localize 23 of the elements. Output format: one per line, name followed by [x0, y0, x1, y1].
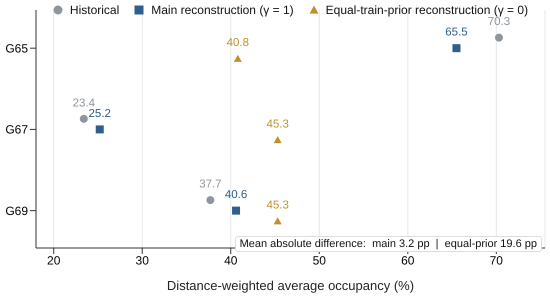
data-label: 40.6 — [224, 189, 248, 202]
y-tick-label: G65 — [5, 41, 28, 56]
x-tick-label: 60 — [401, 254, 415, 268]
y-tick-label: G67 — [5, 122, 28, 137]
legend-label: Main reconstruction (γ = 1) — [150, 3, 294, 17]
data-label: 37.7 — [199, 178, 222, 191]
x-tick-label: 70 — [490, 254, 504, 268]
data-label: 40.8 — [226, 37, 250, 50]
data-label: 25.2 — [88, 108, 111, 120]
legend-label: Equal-train-prior reconstruction (γ = 0) — [324, 3, 528, 17]
data-label: 65.5 — [445, 26, 468, 39]
annotation: Mean absolute difference: main 3.2 pp | equal-prior 19.6 pp — [234, 236, 542, 252]
legend-label: Historical — [68, 3, 120, 17]
x-tick-label: 50 — [312, 254, 326, 268]
data-label: 23.4 — [72, 97, 96, 110]
data-label: 45.3 — [266, 118, 289, 130]
x-tick-label: 40 — [224, 254, 238, 268]
y-tick-label: G69 — [5, 204, 28, 218]
data-label: 70.3 — [488, 16, 510, 28]
data-label: 45.3 — [266, 200, 289, 212]
x-tick-label: 30 — [136, 254, 150, 268]
x-axis-title: Distance-weighted average occupancy (%) — [166, 278, 414, 293]
x-tick-label: 20 — [47, 254, 61, 268]
